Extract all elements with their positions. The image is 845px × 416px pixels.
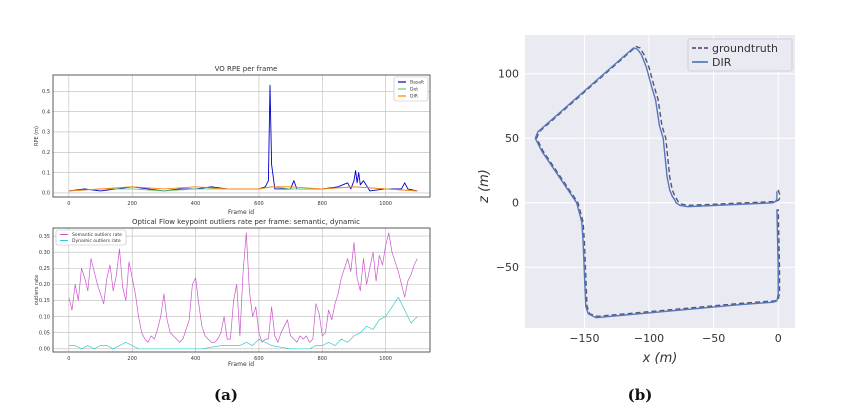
- series-line-groundtruth: [535, 45, 781, 318]
- caption-b: (b): [628, 386, 653, 404]
- y-tick-label: 0.10: [39, 314, 50, 320]
- series-line-dynamic-outliers-rate: [68, 296, 418, 350]
- x-tick-label: 800: [318, 356, 328, 362]
- legend-label: Basalt: [410, 80, 424, 86]
- legend-label: Semantic outliers rate: [72, 232, 122, 238]
- y-tick-label: 0.20: [39, 282, 50, 288]
- y-tick-label: 0.00: [39, 347, 50, 353]
- outliers-y-label: outliers rate: [34, 275, 40, 305]
- legend-box: [393, 76, 429, 102]
- x-tick-label: −150: [569, 332, 599, 345]
- legend-label: Det: [410, 87, 418, 93]
- y-tick-label: 0.5: [42, 89, 50, 95]
- legend-box: [55, 229, 127, 246]
- y-tick-label: 50: [505, 132, 519, 145]
- y-tick-label: 100: [498, 68, 519, 81]
- rpe-chart-title: VO RPE per frame: [215, 65, 278, 73]
- y-tick-label: 0.15: [39, 298, 50, 304]
- outliers-series-lines: [68, 232, 418, 350]
- y-tick-label: 0.1: [42, 170, 50, 176]
- rpe-ticks: 0 200 400 600 800 1000 0.0 0.1 0.2 0.3 0.4 0.5: [42, 89, 392, 207]
- x-tick-label: 800: [318, 201, 328, 207]
- series-line-dir: [68, 186, 418, 192]
- x-tick-label: 0: [775, 332, 782, 345]
- x-tick-label: 200: [127, 356, 137, 362]
- legend-label: DIR: [712, 56, 732, 69]
- x-tick-label: 600: [254, 356, 264, 362]
- trajectory-chart: −150 −100 −50 0 −50 0 50 100 x (m) z (m) ground…: [477, 35, 795, 366]
- trajectory-ticks: −150 −100 −50 0 −50 0 50 100: [496, 68, 782, 345]
- x-tick-label: −50: [702, 332, 725, 345]
- x-tick-label: 600: [254, 201, 264, 207]
- trajectory-y-label: z (m): [477, 169, 492, 204]
- rpe-series-lines: [68, 84, 418, 192]
- legend-label: DIR: [410, 94, 418, 100]
- y-tick-label: 0.3: [42, 130, 50, 136]
- trajectory-x-label: x (m): [642, 351, 678, 366]
- legend-label: groundtruth: [712, 42, 778, 55]
- rpe-plot-frame: [52, 74, 431, 198]
- series-line-dir: [534, 47, 779, 319]
- x-tick-label: 200: [127, 201, 137, 207]
- x-tick-label: 400: [191, 356, 201, 362]
- y-tick-label: 0.05: [39, 330, 50, 336]
- y-tick-label: 0.0: [42, 191, 50, 197]
- outliers-chart: Optical Flow keypoint outliers rate per …: [34, 218, 431, 368]
- x-tick-label: 0: [67, 201, 70, 207]
- y-tick-label: 0: [512, 197, 519, 210]
- series-line-semantic-outliers-rate: [68, 232, 418, 343]
- x-tick-label: 1000: [379, 201, 392, 207]
- outliers-ticks: 0 200 400 600 800 1000 0.00 0.05 0.10 0.15 0.20 0.2…: [39, 234, 392, 362]
- outliers-x-label: Frame id: [228, 361, 254, 368]
- y-tick-label: 0.4: [42, 109, 50, 115]
- rpe-grid: [53, 75, 430, 197]
- y-tick-label: 0.25: [39, 266, 50, 272]
- outliers-plot-frame: [52, 227, 431, 353]
- rpe-x-label: Frame id: [228, 209, 254, 216]
- series-line-basalt: [68, 84, 418, 192]
- x-tick-label: 400: [191, 201, 201, 207]
- rpe-chart: VO RPE per frame 0 200 400 600 800 1000 0.0 0.1…: [34, 65, 431, 216]
- legend-box: [687, 38, 793, 72]
- y-tick-label: 0.35: [39, 234, 50, 240]
- caption-a: (a): [214, 386, 238, 404]
- x-tick-label: −100: [634, 332, 664, 345]
- y-tick-label: 0.2: [42, 150, 50, 156]
- outliers-chart-title: Optical Flow keypoint outliers rate per …: [132, 218, 360, 226]
- y-tick-label: 0.30: [39, 250, 50, 256]
- trajectory-plot-background: [525, 35, 795, 328]
- y-tick-label: −50: [496, 261, 519, 274]
- x-tick-label: 0: [67, 356, 70, 362]
- trajectory-series-lines: [534, 45, 781, 319]
- rpe-y-label: RPE (m): [34, 126, 40, 146]
- legend-label: Dynamic outliers rate: [72, 238, 121, 244]
- x-tick-label: 1000: [379, 356, 392, 362]
- outliers-grid: [53, 228, 430, 352]
